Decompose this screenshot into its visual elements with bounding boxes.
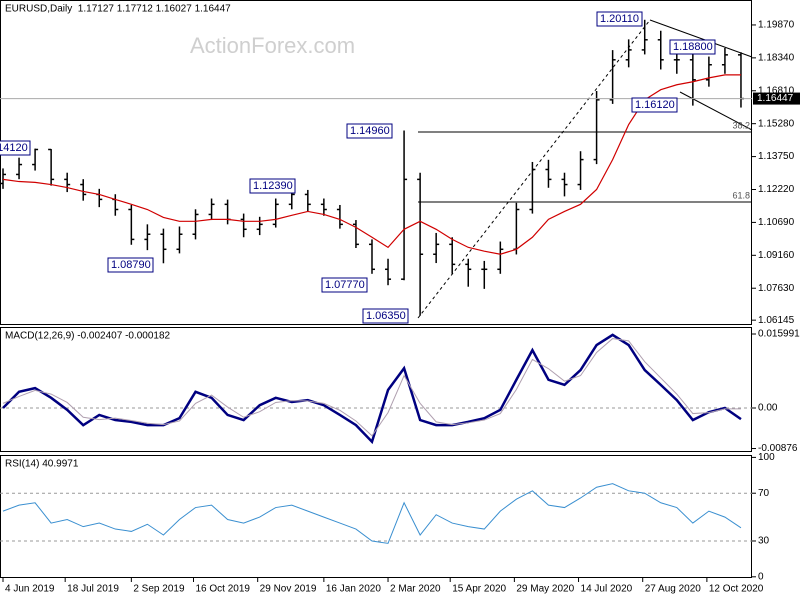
annotation-label: 1.20110: [600, 13, 639, 25]
annotation-label: 1.12390: [253, 180, 293, 192]
pane-frame: [0, 327, 752, 452]
pane-frame: [0, 455, 752, 578]
pane-title: MACD(12,26,9) -0.002407 -0.000182: [5, 331, 171, 342]
annotation-label: 1.18800: [673, 41, 713, 53]
y-tick-label: 1.07630: [758, 283, 795, 294]
x-tick-label: 27 Aug 2020: [645, 584, 702, 595]
y-tick-label: 30: [758, 536, 770, 547]
annotation-box: [596, 11, 643, 27]
x-tick-label: 4 Jun 2019: [5, 584, 55, 595]
pane-title: RSI(14) 40.9971: [5, 459, 79, 470]
annotation-label: 1.14120: [0, 142, 28, 154]
annotation-box: [631, 97, 678, 113]
y-tick-label: 1.18340: [758, 52, 795, 63]
indicator-line: [2, 333, 742, 445]
y-tick-label: 1.16810: [758, 85, 795, 96]
x-tick-label: 2 Mar 2020: [390, 584, 441, 595]
annotation-label: 1.08790: [111, 259, 151, 271]
indicator-line: [2, 338, 741, 437]
y-tick-label: 1.13750: [758, 151, 795, 162]
annotation-label: 1.06350: [366, 310, 406, 322]
y-tick-label: 1.15280: [758, 118, 795, 129]
annotation-box: [249, 178, 296, 194]
moving-average: [2, 74, 741, 255]
y-tick-label: 0: [758, 571, 764, 582]
y-tick-label: 1.06145: [758, 315, 795, 326]
fib-label: 61.8: [732, 190, 750, 200]
y-tick-label: 100: [758, 452, 775, 463]
y-tick-label: 1.12220: [758, 184, 795, 195]
x-tick-label: 2 Sep 2019: [133, 584, 185, 595]
annotation-label: 1.14960: [350, 125, 390, 137]
fib-label: 38.2: [732, 120, 750, 130]
x-tick-label: 16 Jan 2020: [326, 584, 381, 595]
annotation-box: [107, 257, 154, 273]
x-tick-label: 12 Oct 2020: [709, 584, 764, 595]
y-tick-label: 1.19870: [758, 20, 795, 31]
annotation-box: [346, 123, 393, 139]
x-tick-label: 29 Nov 2019: [260, 584, 317, 595]
pane-title: EURUSD,Daily 1.17127 1.17712 1.16027 1.1…: [5, 4, 231, 15]
y-tick-label: -0.00876: [758, 443, 798, 454]
watermark: ActionForex.com: [190, 33, 355, 58]
current-price-label: 1.16447: [757, 93, 794, 104]
channel-line: [649, 19, 753, 58]
annotation-label: 1.07770: [325, 279, 365, 291]
y-tick-label: 0.00: [758, 403, 778, 414]
x-tick-label: 14 Jul 2020: [581, 584, 633, 595]
y-tick-label: 1.10690: [758, 217, 795, 228]
annotation-label: 1.16120: [635, 99, 675, 111]
indicator-line: [2, 483, 742, 544]
pane-frame: [0, 0, 752, 325]
annotation-box: [0, 140, 31, 156]
x-tick-label: 16 Oct 2019: [196, 584, 251, 595]
annotation-box: [362, 308, 409, 324]
x-tick-label: 18 Jul 2019: [67, 584, 119, 595]
current-price-box: [753, 92, 800, 105]
x-tick-label: 15 Apr 2020: [452, 584, 506, 595]
annotation-box: [669, 39, 716, 55]
annotation-box: [321, 277, 368, 293]
y-tick-label: 70: [758, 488, 770, 499]
y-tick-label: 1.09160: [758, 250, 795, 261]
x-tick-label: 29 May 2020: [516, 584, 574, 595]
y-tick-label: 0.015991: [758, 329, 800, 340]
